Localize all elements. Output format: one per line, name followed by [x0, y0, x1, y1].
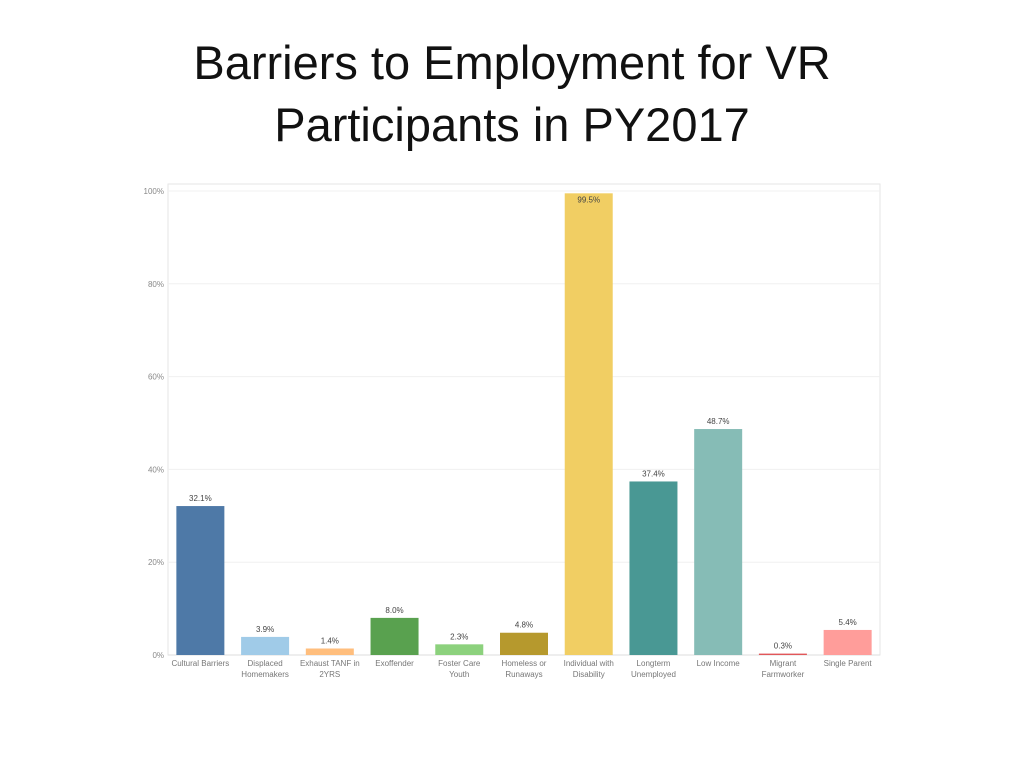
y-tick-label: 0% — [152, 651, 164, 660]
bar — [629, 481, 678, 655]
slide-title: Barriers to Employment for VR Participan… — [0, 32, 1024, 156]
y-tick-label: 40% — [148, 465, 164, 474]
bar — [758, 653, 807, 655]
bar — [370, 617, 419, 655]
data-label: 37.4% — [642, 469, 665, 478]
y-tick-label: 60% — [148, 373, 164, 382]
slide-title-line-1: Barriers to Employment for VR — [193, 36, 831, 89]
y-tick-label: 20% — [148, 558, 164, 567]
data-label: 8.0% — [385, 606, 403, 615]
bar — [435, 644, 484, 655]
x-tick-label: Exoffender — [375, 659, 414, 668]
x-tick-label: Low Income — [697, 659, 741, 668]
data-label: 2.3% — [450, 632, 468, 641]
plot-area — [167, 183, 881, 656]
x-tick-label: Homeless or Runaways — [502, 659, 547, 679]
bar — [241, 636, 290, 655]
data-label: 1.4% — [321, 637, 339, 646]
data-label: 4.8% — [515, 621, 533, 630]
bar — [564, 193, 613, 655]
data-label: 0.3% — [774, 642, 792, 651]
x-tick-label: Displaced Homemakers — [241, 659, 289, 679]
y-tick-label: 80% — [148, 280, 164, 289]
bar — [823, 629, 872, 655]
bar — [305, 648, 354, 655]
bar — [176, 506, 225, 655]
y-tick-label: 100% — [144, 187, 164, 196]
data-label: 5.4% — [839, 618, 857, 627]
x-tick-label: Longterm Unemployed — [631, 659, 676, 679]
data-label: 32.1% — [189, 494, 212, 503]
data-label: 3.9% — [256, 625, 274, 634]
x-tick-label: Single Parent — [824, 659, 873, 668]
x-tick-label: Foster Care Youth — [438, 659, 481, 679]
x-tick-label: Cultural Barriers — [171, 659, 229, 668]
x-tick-label: Individual with Disability — [564, 659, 614, 679]
bar — [694, 429, 743, 655]
x-tick-label: Exhaust TANF in 2YRS — [300, 659, 360, 679]
data-label: 48.7% — [707, 417, 730, 426]
x-tick-label: Migrant Farmworker — [762, 659, 805, 679]
bar — [500, 632, 548, 655]
data-label: 99.5% — [577, 195, 600, 204]
slide-title-line-2: Participants in PY2017 — [274, 98, 750, 151]
